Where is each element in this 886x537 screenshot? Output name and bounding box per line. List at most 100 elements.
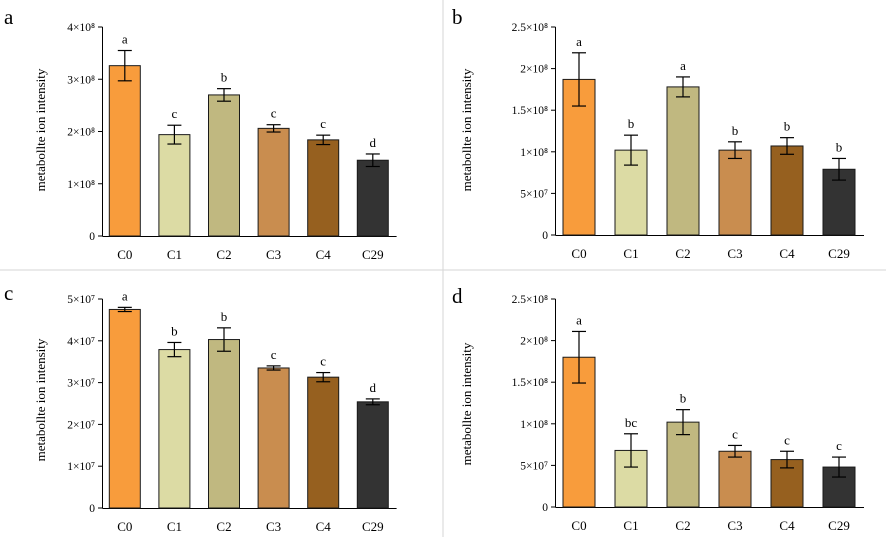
panel-b: b metabollte ion intensity 0 5×10⁷ 1×10⁸ 1.… xyxy=(452,5,864,261)
significance-letter: b xyxy=(221,70,228,85)
error-bar xyxy=(217,327,231,352)
significance-letter: a xyxy=(576,34,582,49)
bar xyxy=(108,308,141,509)
category-label: C1 xyxy=(623,246,638,261)
error-bar xyxy=(117,306,132,313)
bar xyxy=(208,339,240,509)
category-label: C29 xyxy=(828,518,850,533)
category-label: C2 xyxy=(216,519,231,534)
significance-letter: b xyxy=(171,323,178,338)
y-tick-label: 1×10⁸ xyxy=(520,419,548,431)
significance-letter: c xyxy=(836,438,842,453)
significance-letter: c xyxy=(320,354,326,369)
bar xyxy=(718,450,752,508)
significance-letter: b xyxy=(732,123,739,138)
category-label: C3 xyxy=(266,519,281,534)
y-tick-label: 0 xyxy=(89,231,95,243)
category-label: C3 xyxy=(727,518,742,533)
bar xyxy=(158,134,191,237)
y-tick-label: 3×10⁸ xyxy=(67,74,95,86)
y-tick-label: 2×10⁸ xyxy=(67,127,95,139)
panel-d: d metabollte ion intensity 0 5×10⁷ 1×10⁸ 1.… xyxy=(452,284,864,533)
significance-letter: bc xyxy=(625,415,638,430)
significance-letter: c xyxy=(271,347,277,362)
plot-area: 0 5×10⁷ 1×10⁸ 1.5×10⁸ 2×10⁸ 2.5×10⁸ a C0 b C1 a C2 b… xyxy=(512,22,864,261)
significance-letter: b xyxy=(784,119,791,134)
significance-letter: a xyxy=(576,312,582,327)
y-tick-label: 0 xyxy=(542,230,548,242)
error-bar xyxy=(572,330,586,384)
panel-a: a metabollte ion intensity 0 1×10⁸ 2×10⁸ 3×… xyxy=(4,5,397,262)
y-tick-label: 1×10⁷ xyxy=(67,461,95,473)
panel-c: c metabollte ion intensity 0 1×10⁷ 2×10⁷ 3×… xyxy=(4,281,397,534)
category-label: C2 xyxy=(216,247,231,262)
y-tick-label: 1.5×10⁸ xyxy=(512,105,548,117)
plot-area: 0 1×10⁸ 2×10⁸ 3×10⁸ 4×10⁸ a C0 c C1 b C2 c C3 c C4 d C29 xyxy=(67,22,397,262)
category-label: C1 xyxy=(167,519,182,534)
error-bar xyxy=(266,124,281,133)
y-tick-label: 2.5×10⁸ xyxy=(512,22,548,34)
significance-letter: c xyxy=(271,106,277,121)
bar xyxy=(718,149,752,236)
significance-letter: b xyxy=(221,309,228,324)
y-tick-label: 2.5×10⁸ xyxy=(512,294,548,306)
significance-letter: a xyxy=(680,58,686,73)
y-tick-label: 2×10⁸ xyxy=(520,64,548,76)
panel-letter: b xyxy=(452,5,463,29)
category-label: C4 xyxy=(779,246,795,261)
category-label: C29 xyxy=(828,246,850,261)
y-tick-label: 4×10⁸ xyxy=(67,22,95,34)
category-label: C0 xyxy=(117,247,132,262)
error-bar xyxy=(316,371,331,383)
y-axis-title: metabollte ion intensity xyxy=(33,338,48,461)
significance-letter: d xyxy=(370,380,377,395)
error-bar xyxy=(365,153,380,168)
bar xyxy=(307,376,340,509)
error-bar xyxy=(316,134,331,146)
significance-letter: c xyxy=(320,116,326,131)
significance-letter: c xyxy=(172,106,178,121)
y-tick-label: 2×10⁸ xyxy=(520,336,548,348)
error-bar xyxy=(266,365,281,371)
y-tick-label: 5×10⁷ xyxy=(520,188,548,200)
category-label: C0 xyxy=(571,518,586,533)
significance-letter: b xyxy=(628,116,635,131)
category-label: C3 xyxy=(266,247,281,262)
plot-area: 0 5×10⁷ 1×10⁸ 1.5×10⁸ 2×10⁸ 2.5×10⁸ a C0 bc C1 b C2… xyxy=(512,294,864,533)
bar xyxy=(307,139,340,237)
category-label: C29 xyxy=(362,519,384,534)
bar xyxy=(666,86,700,236)
error-bar xyxy=(624,134,638,166)
bar xyxy=(666,421,700,508)
category-label: C0 xyxy=(117,519,132,534)
y-axis-title: metabollte ion intensity xyxy=(459,342,474,465)
significance-letter: d xyxy=(370,135,377,150)
y-tick-label: 1×10⁸ xyxy=(67,179,95,191)
plot-area: 0 1×10⁷ 2×10⁷ 3×10⁷ 4×10⁷ 5×10⁷ a C0 b C1 b C2 c C3 c C… xyxy=(67,288,397,534)
error-bar xyxy=(780,450,794,469)
error-bar xyxy=(365,398,380,406)
y-tick-label: 3×10⁷ xyxy=(67,378,95,390)
error-bar xyxy=(572,52,586,107)
error-bar xyxy=(676,409,690,436)
y-tick-label: 2×10⁷ xyxy=(67,419,95,431)
y-tick-label: 5×10⁷ xyxy=(520,460,548,472)
error-bar xyxy=(167,124,182,145)
bar xyxy=(257,367,290,509)
error-bar xyxy=(832,157,846,181)
error-bar xyxy=(676,76,690,98)
y-axis-title: metabollte ion intensity xyxy=(33,68,48,191)
significance-letter: a xyxy=(122,32,128,47)
category-label: C2 xyxy=(675,518,690,533)
category-label: C29 xyxy=(362,247,384,262)
y-tick-label: 1×10⁸ xyxy=(520,147,548,159)
significance-letter: b xyxy=(680,391,687,406)
error-bar xyxy=(167,341,182,358)
error-bar xyxy=(780,137,794,155)
category-label: C4 xyxy=(316,519,332,534)
error-bar xyxy=(217,88,231,102)
significance-letter: c xyxy=(732,426,738,441)
y-axis-title: metabollte ion intensity xyxy=(459,68,474,191)
bar xyxy=(158,349,191,509)
